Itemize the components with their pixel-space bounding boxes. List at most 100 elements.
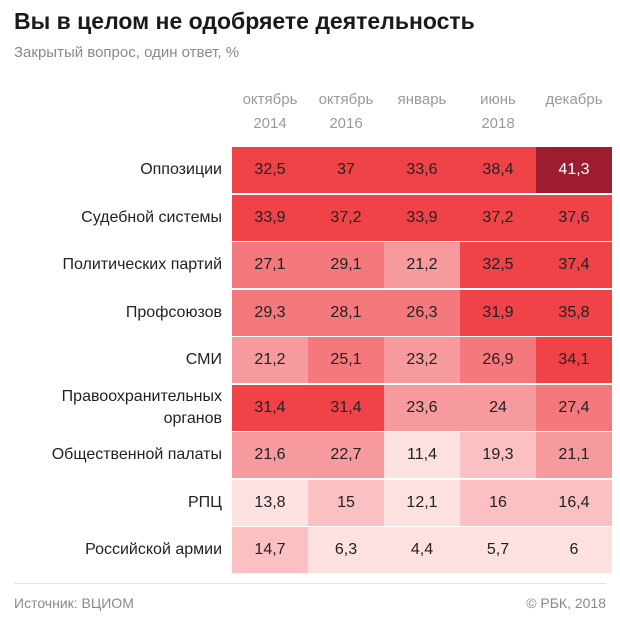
heatmap-cell: 16	[460, 479, 536, 526]
column-header-year: 2016	[329, 115, 363, 132]
cell-value: 21,2	[406, 256, 438, 273]
cell-value: 38,4	[482, 161, 514, 178]
heatmap-cell: 37	[308, 147, 384, 193]
cell-value: 31,9	[482, 303, 514, 321]
heatmap-cell: 31,4	[308, 384, 384, 431]
heatmap-cell: 15	[308, 479, 384, 526]
cell-value: 33,9	[406, 208, 438, 226]
heatmap-cell: 21,1	[536, 432, 612, 478]
cell-value: 41,3	[558, 161, 590, 178]
row-label: Профсоюзов	[125, 303, 222, 321]
heatmap-cell: 23,6	[384, 384, 460, 431]
heatmap-cell: 33,9	[384, 194, 460, 241]
cell-value: 35,8	[558, 303, 590, 321]
cell-value: 37,4	[558, 256, 590, 273]
row-label: Российской армии	[85, 541, 222, 558]
cell-value: 19,3	[482, 446, 514, 463]
heatmap-cell: 21,2	[384, 242, 460, 288]
heatmap-cell: 5,7	[460, 527, 536, 573]
cell-value: 25,1	[330, 351, 362, 368]
column-header-month: декабрь	[545, 91, 603, 108]
heatmap-cell: 25,1	[308, 337, 384, 383]
heatmap-cell: 32,5	[460, 242, 536, 288]
heatmap-cell: 38,4	[460, 147, 536, 193]
row-label: РПЦ	[187, 493, 222, 511]
column-header-month: январь	[397, 91, 447, 108]
heatmap-cell: 19,3	[460, 432, 536, 478]
cell-value: 28,1	[330, 303, 362, 321]
cell-value: 6	[569, 541, 579, 558]
heatmap-cell: 11,4	[384, 432, 460, 478]
column-header-year: 2018	[481, 115, 515, 132]
column-header: декабрь	[536, 88, 612, 144]
heatmap-cell: 37,4	[536, 242, 612, 288]
cell-value: 22,7	[330, 446, 362, 463]
row-label: Оппозиции	[140, 161, 222, 178]
cell-value: 11,4	[407, 446, 437, 463]
heatmap-cell: 23,2	[384, 337, 460, 383]
cell-value: 37	[337, 161, 355, 178]
heatmap-cell: 6,3	[308, 527, 384, 573]
heatmap-cell: 29,1	[308, 242, 384, 288]
cell-value: 33,6	[406, 161, 438, 178]
heatmap-cell: 29,3	[232, 289, 308, 336]
cell-value: 37,2	[330, 208, 362, 226]
cell-value: 26,9	[482, 351, 514, 368]
column-header: январь	[384, 88, 460, 144]
heatmap-cell: 4,4	[384, 527, 460, 573]
heatmap-cell: 22,7	[308, 432, 384, 478]
heatmap-cell: 33,6	[384, 147, 460, 193]
heatmap-cell: 32,5	[232, 147, 308, 193]
cell-value: 32,5	[254, 161, 286, 178]
column-header: июнь 2018	[460, 88, 536, 144]
copyright-note: © РБК, 2018	[526, 595, 606, 611]
cell-value: 37,2	[482, 208, 514, 226]
column-header: октябрь 2016	[308, 88, 384, 144]
cell-value: 12,1	[406, 493, 438, 511]
row-label: Судебной системы	[81, 208, 222, 226]
cell-value: 33,9	[254, 208, 286, 226]
heatmap-cell: 26,3	[384, 289, 460, 336]
chart-subtitle: Закрытый вопрос, один ответ, %	[14, 44, 240, 61]
heatmap-cell: 27,1	[232, 242, 308, 288]
cell-value: 4,4	[410, 541, 434, 558]
heatmap-cell: 28,1	[308, 289, 384, 336]
cell-value: 37,6	[558, 208, 590, 226]
heatmap-cell: 31,9	[460, 289, 536, 336]
cell-value: 24	[489, 398, 507, 416]
column-header-month: июнь	[480, 91, 516, 108]
column-header-month: октябрь	[318, 91, 374, 108]
heatmap-cell: 27,4	[536, 384, 612, 431]
row-label: Политических партий	[62, 256, 222, 273]
cell-value: 23,2	[406, 351, 438, 368]
cell-value: 21,2	[254, 351, 286, 368]
heatmap-cell: 37,6	[536, 194, 612, 241]
heatmap-cell: 33,9	[232, 194, 308, 241]
cell-value: 27,1	[254, 256, 286, 273]
heatmap-cell: 31,4	[232, 384, 308, 431]
row-label: Общественной палаты	[51, 446, 222, 463]
heatmap-cell: 6	[536, 527, 612, 573]
cell-value: 29,3	[254, 303, 286, 321]
cell-value: 34,1	[558, 351, 590, 368]
heatmap-cell: 12,1	[384, 479, 460, 526]
cell-value: 32,5	[482, 256, 514, 273]
cell-value: 14,7	[254, 541, 286, 558]
heatmap-cell: 14,7	[232, 527, 308, 573]
heatmap-cell: 13,8	[232, 479, 308, 526]
column-header: октябрь 2014	[232, 88, 308, 144]
cell-value: 16	[489, 493, 507, 511]
cell-value: 6,3	[334, 541, 358, 558]
chart-title: Вы в целом не одобряете деятельность	[14, 8, 475, 34]
row-label: Правоохранительных органов	[61, 387, 222, 427]
heatmap-cell: 26,9	[460, 337, 536, 383]
heatmap-cell: 41,3	[536, 147, 612, 193]
cell-value: 29,1	[330, 256, 362, 273]
row-label: СМИ	[185, 351, 222, 368]
cell-value: 27,4	[558, 398, 590, 416]
heatmap-cell: 24	[460, 384, 536, 431]
column-header-year: 2014	[253, 115, 287, 132]
heatmap-cell: 37,2	[460, 194, 536, 241]
cell-value: 13,8	[254, 493, 286, 511]
